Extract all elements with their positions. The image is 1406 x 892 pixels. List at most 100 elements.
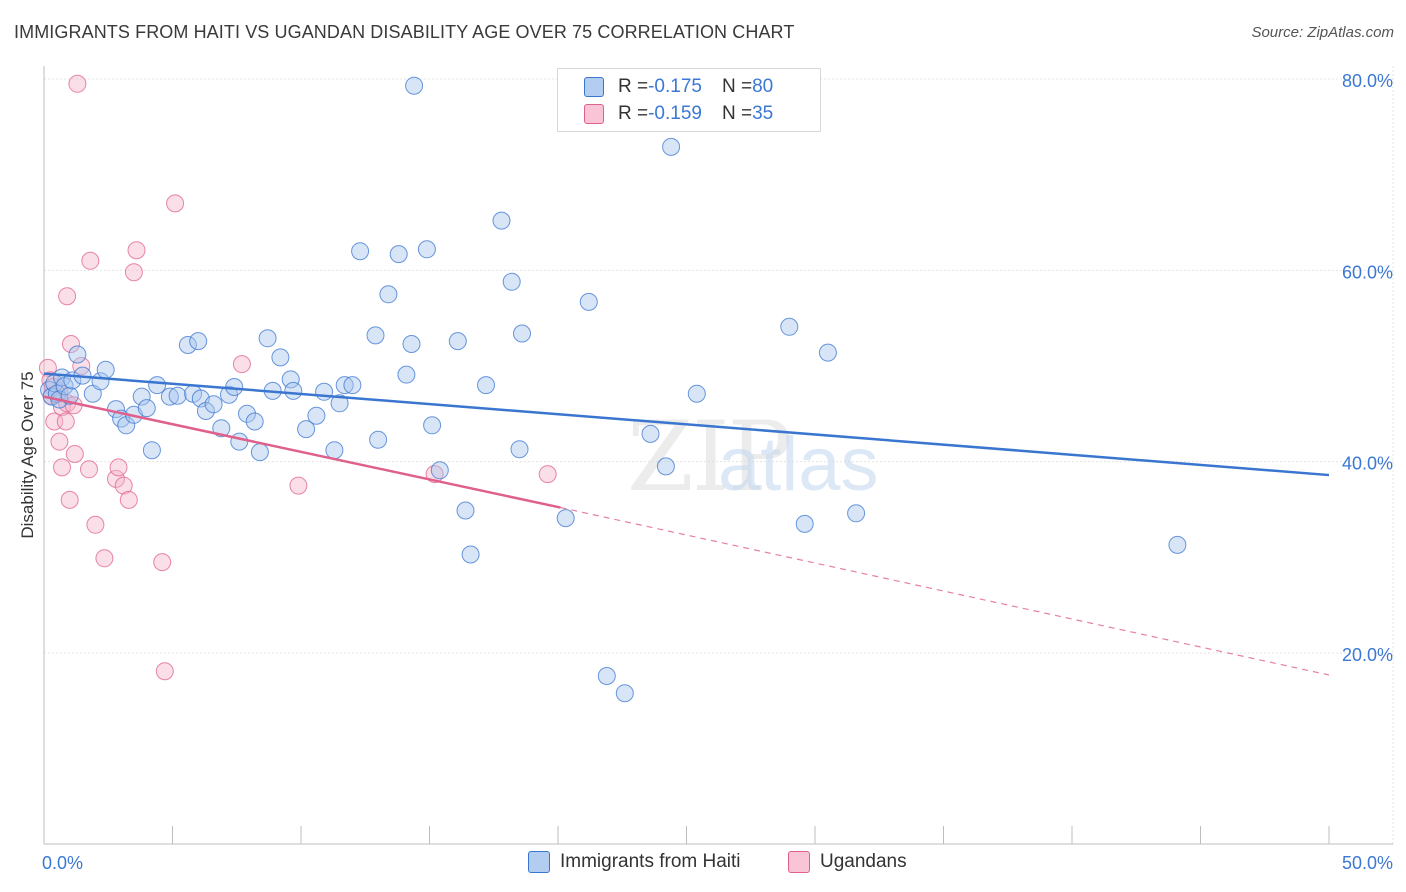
haiti-point-18 xyxy=(132,387,151,406)
haiti-point-68 xyxy=(556,509,575,528)
ugandans-point-34 xyxy=(538,465,557,484)
haiti-point-58 xyxy=(423,416,442,435)
ugandans-point-24 xyxy=(114,476,133,495)
ugandans-point-31 xyxy=(232,355,251,374)
bottom-legend-label-haiti: Immigrants from Haiti xyxy=(560,851,741,872)
haiti-point-39 xyxy=(271,348,290,367)
x-tick-label-0: 0.0% xyxy=(42,853,83,873)
haiti-point-29 xyxy=(204,395,223,414)
watermark-atlas: atlas xyxy=(718,422,879,507)
haiti-point-74 xyxy=(662,137,681,156)
haiti-point-22 xyxy=(160,387,179,406)
chart-source: Source: ZipAtlas.com xyxy=(1251,24,1394,41)
ugandans-point-17 xyxy=(72,357,91,375)
chart-title: IMMIGRANTS FROM HAITI VS UGANDAN DISABIL… xyxy=(14,22,795,42)
y-axis-label: Disability Age Over 75 xyxy=(18,371,37,539)
haiti-point-52 xyxy=(379,285,398,304)
y-tick-label-20: 20.0% xyxy=(1342,645,1393,665)
ugandans-point-20 xyxy=(86,515,105,534)
haiti-point-56 xyxy=(405,76,424,95)
bottom-legend-swatch-haiti xyxy=(528,851,550,873)
haiti-point-43 xyxy=(307,406,326,425)
ugandans-point-19 xyxy=(81,251,100,270)
haiti-point-64 xyxy=(492,211,511,230)
haiti-point-69 xyxy=(579,292,598,311)
haiti-point-72 xyxy=(641,424,660,443)
ugandans-point-22 xyxy=(107,469,125,488)
haiti-point-50 xyxy=(366,326,385,345)
haiti-point-36 xyxy=(250,443,269,462)
legend-n-value-ugandans: 35 xyxy=(752,103,774,124)
legend-r-label: R = xyxy=(618,103,649,124)
haiti-point-55 xyxy=(402,335,421,353)
haiti-point-30 xyxy=(212,419,231,438)
ugandans-point-9 xyxy=(56,412,75,431)
bottom-legend-ugandans[interactable]: Ugandans xyxy=(788,851,907,873)
haiti-points xyxy=(40,76,1187,703)
legend-r-value-haiti: -0.175 xyxy=(648,76,702,97)
bottom-legend-haiti[interactable]: Immigrants from Haiti xyxy=(528,851,741,873)
ugandans-point-26 xyxy=(124,263,143,282)
ugandans-point-27 xyxy=(127,241,146,260)
haiti-point-79 xyxy=(847,504,866,523)
y-tick-label-80: 80.0% xyxy=(1342,71,1393,91)
haiti-point-71 xyxy=(615,684,634,703)
ugandans-trend-line xyxy=(43,395,561,509)
ugandans-point-32 xyxy=(289,476,308,495)
haiti-point-48 xyxy=(343,376,362,395)
bottom-legend-swatch-ugandans xyxy=(788,851,810,873)
haiti-point-60 xyxy=(448,332,467,351)
haiti-point-20 xyxy=(142,441,161,460)
haiti-point-41 xyxy=(284,381,303,400)
haiti-point-33 xyxy=(230,432,249,451)
legend-n-label: N = xyxy=(721,103,753,124)
y-tick-label-40: 40.0% xyxy=(1342,454,1393,474)
ugandans-point-18 xyxy=(80,460,98,479)
haiti-point-76 xyxy=(780,317,799,336)
haiti-point-62 xyxy=(461,545,480,564)
haiti-point-67 xyxy=(513,324,531,343)
haiti-point-40 xyxy=(281,370,300,389)
haiti-point-47 xyxy=(335,376,354,395)
y-tick-label-60: 60.0% xyxy=(1342,262,1393,282)
haiti-point-44 xyxy=(315,382,334,401)
legend-n-label: N = xyxy=(721,76,753,97)
haiti-point-46 xyxy=(330,394,349,413)
x-tick-label-50: 50.0% xyxy=(1342,853,1393,873)
ugandans-point-15 xyxy=(65,445,84,463)
watermark: ZIP atlas xyxy=(627,401,879,513)
ugandans-point-12 xyxy=(60,490,79,509)
haiti-trend-line xyxy=(43,372,1330,477)
ugandans-point-23 xyxy=(109,458,128,477)
ugandans-point-11 xyxy=(58,287,77,306)
stats-legend: R = -0.175 N = 80 R = -0.159 N = 35 xyxy=(557,68,821,132)
legend-row-haiti: R = -0.175 N = 80 xyxy=(558,74,773,100)
ugandans-point-6 xyxy=(50,432,69,451)
legend-r-label: R = xyxy=(618,76,649,97)
haiti-point-49 xyxy=(351,242,370,261)
ugandans-point-25 xyxy=(119,490,138,509)
haiti-point-42 xyxy=(297,420,316,439)
tick-labels: 20.0% 40.0% 60.0% 80.0% 0.0% 50.0% xyxy=(42,71,1393,873)
haiti-point-78 xyxy=(818,343,837,362)
bottom-legend-label-ugandans: Ugandans xyxy=(820,851,907,872)
ugandans-point-13 xyxy=(62,335,80,353)
haiti-point-21 xyxy=(148,376,167,395)
haiti-point-13 xyxy=(96,360,115,379)
ugandans-trend-extension xyxy=(560,507,1330,676)
haiti-point-34 xyxy=(238,404,256,423)
haiti-point-59 xyxy=(430,461,449,480)
legend-swatch-ugandans xyxy=(584,104,604,124)
haiti-point-66 xyxy=(510,440,529,459)
legend-n-value-haiti: 80 xyxy=(752,76,774,97)
haiti-point-77 xyxy=(795,514,814,533)
ugandans-point-28 xyxy=(153,553,172,572)
ugandans-point-30 xyxy=(166,194,185,213)
haiti-point-9 xyxy=(68,345,87,364)
haiti-point-75 xyxy=(687,384,706,403)
haiti-point-35 xyxy=(245,412,264,431)
haiti-point-70 xyxy=(597,667,616,685)
haiti-point-37 xyxy=(258,329,277,348)
haiti-point-16 xyxy=(117,416,136,435)
